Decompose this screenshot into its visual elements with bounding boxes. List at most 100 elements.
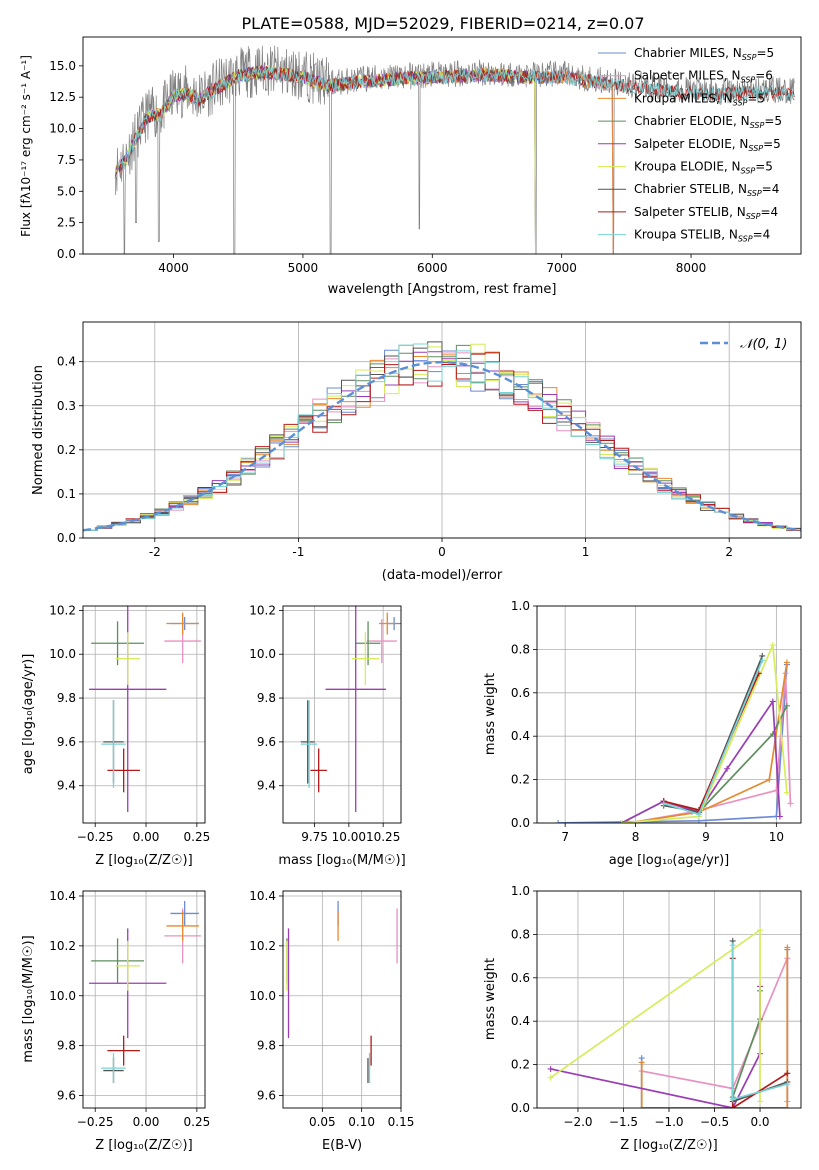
legend-label: Salpeter MILES, NSSP=6 [634, 69, 773, 85]
y-axis-label: age [log₁₀(age/yr)] [21, 654, 36, 775]
data-marker [695, 811, 702, 818]
x-tick-label: 0.25 [184, 1115, 211, 1129]
y-tick-label: 0.6 [511, 971, 530, 985]
y-tick-label: 0.8 [511, 642, 530, 656]
data-marker [757, 1098, 764, 1105]
y-tick-label: 0.1 [57, 487, 76, 501]
model-line-kroupa-stelib [114, 66, 795, 179]
mass-vs-Z-axes: −0.25 0.00 0.25 9.6 9.8 10.0 10.2 10.4 Z [log₁₀(… [21, 889, 210, 1153]
x-tick-label: 2 [725, 545, 733, 559]
y-axis-label: Normed distribution [31, 365, 46, 495]
weight-line-kroupa-elodie [621, 644, 788, 823]
data-marker [783, 702, 790, 709]
y-axis-label: Flux [fλ10⁻¹⁷ erg cm⁻² s⁻¹ A⁻¹] [19, 55, 33, 237]
x-tick-label: 0.05 [309, 1115, 336, 1129]
mass-vs-ebv-axes: 0.05 0.10 0.15 9.6 9.8 10.0 10.2 10.4 E(B-V) [249, 889, 414, 1153]
x-axis-label: age [log₁₀(age/yr)] [609, 853, 730, 868]
y-tick-label: 10.2 [49, 603, 76, 617]
x-tick-label: -2 [149, 545, 161, 559]
y-axis-label: mass weight [483, 673, 498, 755]
data-marker [547, 1065, 554, 1072]
x-tick-label: 6000 [417, 261, 448, 275]
y-tick-label: 0.6 [511, 686, 530, 700]
data-marker [724, 765, 731, 772]
legend-label: 𝒩(0, 1) [740, 337, 787, 352]
y-tick-label: 1.0 [511, 884, 530, 898]
residuals-plot-area [83, 341, 801, 532]
y-tick-label: 9.8 [257, 1039, 276, 1053]
gaussian-curve [83, 360, 801, 532]
x-axis-label: Z [log₁₀(Z/Z☉)] [95, 853, 192, 868]
x-tick-label: 4000 [158, 261, 189, 275]
x-tick-label: −1.5 [609, 1115, 638, 1129]
x-tick-label: 10 [769, 830, 784, 844]
x-axis-label: mass [log₁₀(M/M☉)] [278, 853, 405, 868]
data-marker [660, 800, 667, 807]
y-tick-label: 0.0 [57, 247, 76, 261]
weight-vs-Z-axes: −2.0 −1.5 −1.0 −0.5 0.0 0.0 0.2 0.4 0.6 0.8 1.0 Z [… [483, 884, 802, 1153]
model-line-salpeter-stelib [114, 64, 795, 179]
legend-label: Chabrier ELODIE, NSSP=5 [634, 114, 782, 130]
data-marker [783, 789, 790, 796]
spectrum-axes: 4000 5000 6000 7000 8000 0.0 2.5 5.0 7.5 10.0 12.5… [19, 36, 802, 297]
x-tick-label: 8 [632, 830, 640, 844]
x-tick-label: 0.25 [184, 830, 211, 844]
weight-line-chabrier-stelib [663, 655, 764, 814]
y-tick-label: 0.2 [511, 773, 530, 787]
y-tick-label: 0.2 [57, 443, 76, 457]
x-tick-label: 7000 [546, 261, 577, 275]
x-tick-label: 0.00 [133, 830, 160, 844]
spectrum-plot-area [114, 45, 795, 254]
y-tick-label: 0.2 [511, 1058, 530, 1072]
y-tick-label: 10.0 [249, 647, 276, 661]
x-axis-label: (data-model)/error [382, 568, 503, 583]
y-axis-label: mass weight [483, 958, 498, 1040]
legend-label: Kroupa MILES, NSSP=5 [634, 91, 765, 107]
weight-line-salpeter-elodie [621, 698, 781, 823]
y-tick-label: 9.4 [257, 779, 276, 793]
x-axis-label: Z [log₁₀(Z/Z☉)] [620, 1138, 717, 1153]
figure-title: PLATE=0588, MJD=52029, FIBERID=0214, z=0… [241, 14, 644, 33]
x-tick-label: −1.0 [654, 1115, 683, 1129]
mass-vs-Z-plot-area [89, 900, 201, 1084]
chart-root: 4000 5000 6000 7000 80000.02.55.07.510.012.5… [19, 36, 802, 1153]
data-marker [547, 1074, 554, 1081]
y-tick-label: 9.6 [57, 735, 76, 749]
spectrum-frame [82, 36, 802, 255]
mass-vs-ebv-frame [282, 890, 402, 1109]
y-tick-label: 7.5 [57, 153, 76, 167]
y-tick-label: 9.8 [257, 691, 276, 705]
y-tick-label: 10.2 [249, 939, 276, 953]
data-marker [638, 1105, 645, 1108]
legend-label: Chabrier MILES, NSSP=5 [634, 46, 774, 62]
x-tick-label: 0.10 [348, 1115, 375, 1129]
x-tick-label: 10.25 [366, 830, 400, 844]
legend-label: Salpeter ELODIE, NSSP=5 [634, 137, 781, 153]
weight-vs-Z-plot-area [547, 927, 791, 1108]
legend-label: Chabrier STELIB, NSSP=4 [634, 182, 779, 198]
x-tick-label: -1 [292, 545, 304, 559]
histogram-kroupa-stelib [83, 343, 801, 531]
legend: Chabrier MILES, NSSP=5 Salpeter MILES, NS… [598, 46, 782, 244]
legend-label: Salpeter STELIB, NSSP=4 [634, 205, 778, 221]
data-marker [769, 642, 776, 649]
x-tick-label: −2.0 [563, 1115, 592, 1129]
data-marker [766, 776, 773, 783]
age-vs-mass-axes: 9.75 10.00 10.25 9.4 9.6 9.8 10.0 10.2 mass [log… [249, 603, 405, 868]
x-tick-label: 0.15 [388, 1115, 415, 1129]
y-tick-label: 5.0 [57, 184, 76, 198]
histogram-chabrier-stelib [83, 341, 801, 531]
y-tick-label: 15.0 [49, 59, 76, 73]
y-tick-label: 9.6 [257, 735, 276, 749]
y-tick-label: 0.4 [511, 1014, 530, 1028]
data-marker [729, 942, 736, 949]
x-tick-label: −0.25 [77, 1115, 114, 1129]
x-tick-label: 8000 [676, 261, 707, 275]
weight-vs-age-frame [536, 605, 802, 824]
y-tick-label: 0.4 [57, 355, 76, 369]
x-axis-label: E(B-V) [322, 1138, 362, 1153]
age-vs-Z-frame [82, 605, 206, 824]
weight-line-kroupa-miles [640, 947, 789, 1108]
data-marker [757, 927, 764, 934]
y-tick-label: 9.4 [57, 779, 76, 793]
